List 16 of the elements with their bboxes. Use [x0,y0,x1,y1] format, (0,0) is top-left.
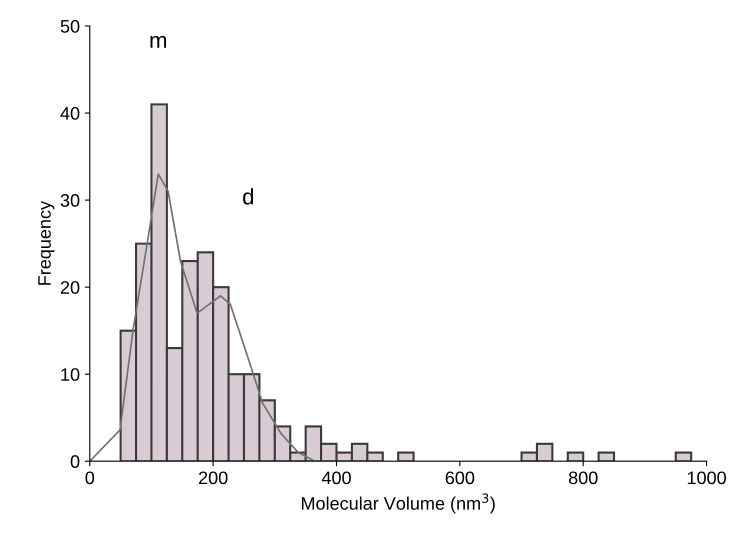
y-tick-label: 0 [70,455,80,468]
x-tick-label: 600 [446,471,474,484]
y-tick-label: 20 [60,281,80,294]
y-tick-label: 10 [61,368,80,381]
x-tick-label: 400 [322,471,351,484]
y-tick-label: 40 [60,106,80,120]
x-axis-title: Molecular Volume (nm$^{3}$) [302,493,495,514]
x-tick-label: 800 [568,471,598,484]
y-tick-label: 50 [60,20,80,33]
x-tick-label: 0 [85,471,94,484]
x-tick-label: 200 [198,471,228,484]
annotation: m [150,36,166,48]
y-tick-label: 30 [60,194,80,207]
y-axis-title: Frequency [38,201,54,285]
annotation: d [243,188,254,205]
x-tick-label: 1000 [688,471,726,484]
